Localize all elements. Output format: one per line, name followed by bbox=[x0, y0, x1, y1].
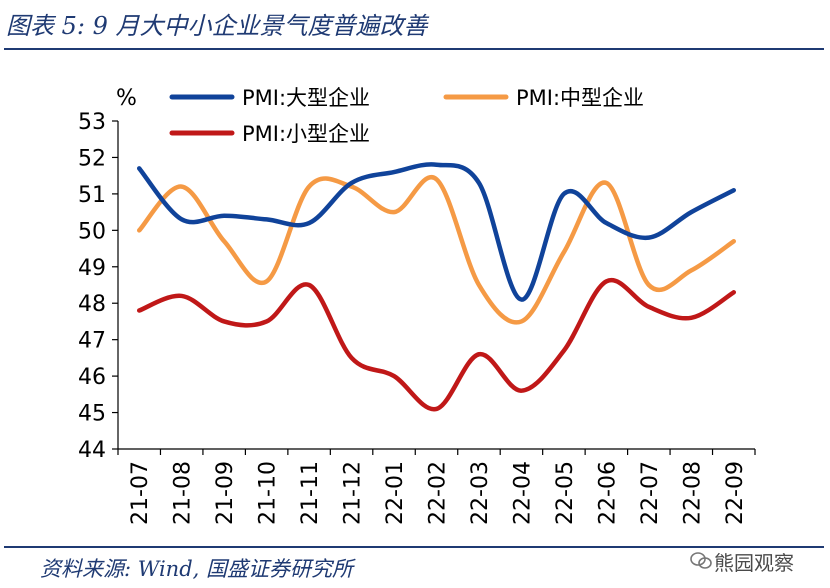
x-tick-label: 21-12 bbox=[341, 461, 366, 525]
footer-divider bbox=[4, 546, 824, 548]
series-line-large bbox=[136, 162, 737, 302]
y-tick-label: 45 bbox=[78, 402, 106, 427]
x-tick-label: 21-11 bbox=[298, 461, 323, 525]
chart-axes bbox=[117, 121, 755, 450]
y-tick-label: 44 bbox=[78, 438, 106, 463]
y-axis-label: % bbox=[116, 86, 137, 111]
figure-title: 图表 5: 9 月大中小企业景气度普遍改善 bbox=[6, 12, 428, 40]
y-tick-label: 53 bbox=[78, 110, 106, 135]
y-tick-label: 49 bbox=[78, 256, 106, 281]
wechat-icon bbox=[690, 552, 712, 569]
title-divider bbox=[4, 48, 824, 50]
y-tick-label: 51 bbox=[78, 183, 106, 208]
chart-series bbox=[136, 162, 737, 412]
chart-ticks: 44 45 46 47 48 49 50 51 52 53 21-07 21-08 21-09 21-10… bbox=[78, 110, 756, 525]
x-tick-label: 21-08 bbox=[171, 461, 196, 525]
x-tick-label: 21-07 bbox=[128, 461, 153, 525]
y-tick-label: 50 bbox=[78, 219, 106, 244]
x-tick-label: 22-09 bbox=[723, 461, 748, 525]
y-tick-label: 48 bbox=[78, 292, 106, 317]
x-tick-label: 22-07 bbox=[638, 461, 663, 525]
x-tick-label: 21-10 bbox=[256, 461, 281, 525]
series-line-small bbox=[136, 277, 737, 412]
x-tick-label: 22-08 bbox=[680, 461, 705, 525]
x-tick-label: 22-05 bbox=[553, 461, 578, 525]
legend-label: PMI:中型企业 bbox=[516, 86, 644, 110]
watermark-text: 熊园观察 bbox=[714, 551, 794, 575]
y-tick-label: 47 bbox=[78, 329, 106, 354]
legend-label: PMI:小型企业 bbox=[242, 122, 370, 146]
y-tick-label: 52 bbox=[78, 146, 106, 171]
x-tick-label: 21-09 bbox=[213, 461, 238, 525]
legend-label: PMI:大型企业 bbox=[242, 86, 370, 110]
pmi-line-chart: 44 45 46 47 48 49 50 51 52 53 21-07 21-08 21-09 21-10… bbox=[78, 86, 756, 525]
source-note: 资料来源: Wind, 国盛证券研究所 bbox=[40, 557, 353, 581]
x-tick-label: 22-01 bbox=[383, 461, 408, 525]
x-tick-label: 22-03 bbox=[468, 461, 493, 525]
x-tick-label: 22-04 bbox=[510, 461, 535, 525]
x-tick-label: 22-06 bbox=[595, 461, 620, 525]
series-line-medium bbox=[136, 174, 737, 325]
y-tick-label: 46 bbox=[78, 365, 106, 390]
x-tick-label: 22-02 bbox=[426, 461, 451, 525]
chart-legend: PMI:大型企业 PMI:中型企业 PMI:小型企业 bbox=[169, 86, 644, 146]
